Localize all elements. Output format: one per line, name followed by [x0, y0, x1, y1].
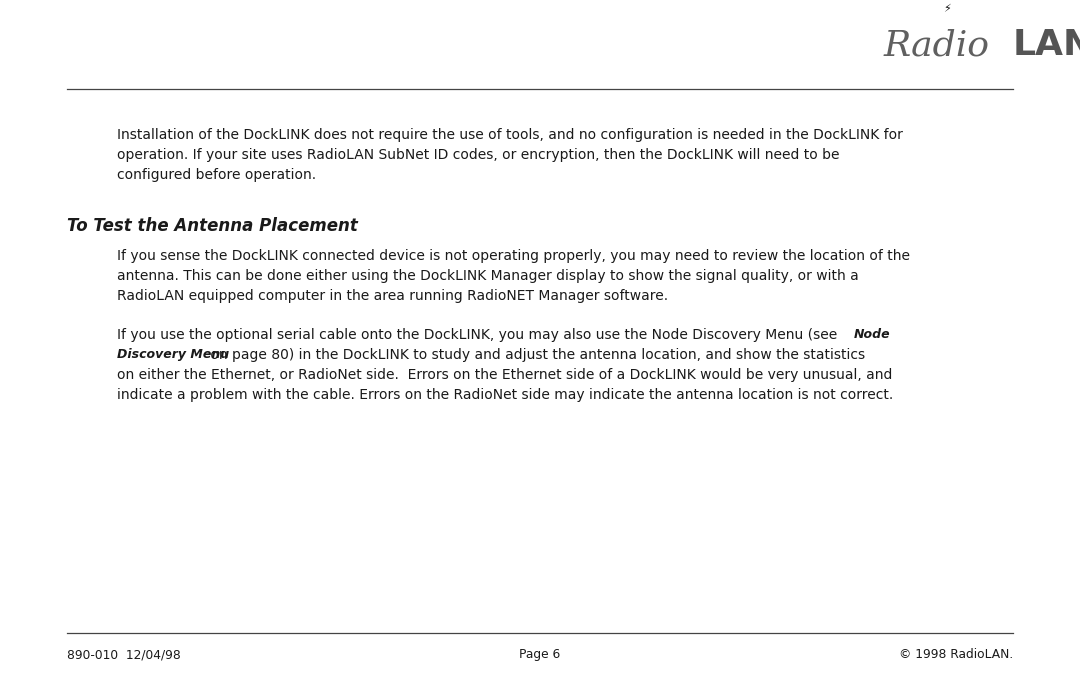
Text: 890-010  12/04/98: 890-010 12/04/98: [67, 648, 180, 662]
Text: RadioLAN equipped computer in the area running RadioNET Manager software.: RadioLAN equipped computer in the area r…: [117, 289, 667, 303]
Text: operation. If your site uses RadioLAN SubNet ID codes, or encryption, then the D: operation. If your site uses RadioLAN Su…: [117, 148, 839, 162]
Text: indicate a problem with the cable. Errors on the RadioNet side may indicate the : indicate a problem with the cable. Error…: [117, 388, 893, 402]
Text: Node: Node: [853, 329, 890, 341]
Text: antenna. This can be done either using the DockLINK Manager display to show the : antenna. This can be done either using t…: [117, 269, 859, 283]
Text: on either the Ethernet, or RadioNet side.  Errors on the Ethernet side of a Dock: on either the Ethernet, or RadioNet side…: [117, 369, 892, 383]
Text: Page 6: Page 6: [519, 648, 561, 662]
Text: Installation of the DockLINK does not require the use of tools, and no configura: Installation of the DockLINK does not re…: [117, 128, 903, 142]
Text: configured before operation.: configured before operation.: [117, 168, 315, 181]
Text: LAN: LAN: [1013, 29, 1080, 62]
Text: Discovery Menu: Discovery Menu: [117, 348, 229, 362]
Text: ⚡: ⚡: [943, 4, 951, 14]
Text: © 1998 RadioLAN.: © 1998 RadioLAN.: [899, 648, 1013, 662]
Text: on page 80) in the DockLINK to study and adjust the antenna location, and show t: on page 80) in the DockLINK to study and…: [205, 348, 865, 362]
Text: If you sense the DockLINK connected device is not operating properly, you may ne: If you sense the DockLINK connected devi…: [117, 249, 909, 263]
Text: Radio: Radio: [883, 29, 989, 62]
Text: To Test the Antenna Placement: To Test the Antenna Placement: [67, 218, 357, 235]
Text: If you use the optional serial cable onto the DockLINK, you may also use the Nod: If you use the optional serial cable ont…: [117, 329, 841, 343]
